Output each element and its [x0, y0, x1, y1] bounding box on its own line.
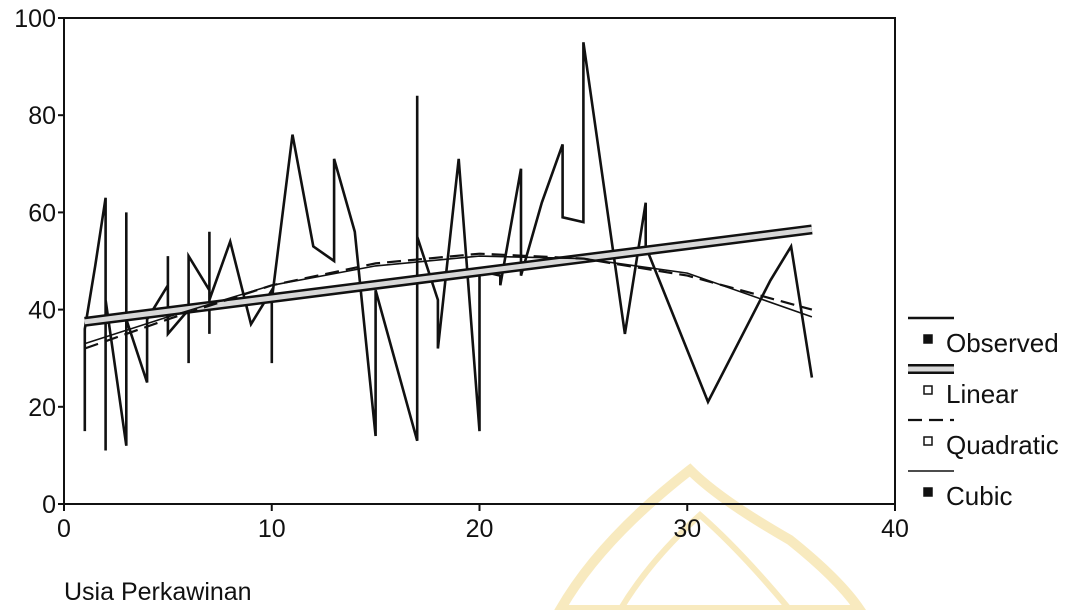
y-tick-label: 20	[28, 394, 56, 422]
legend-label-cubic: Cubic	[946, 481, 1012, 511]
y-tick-label: 60	[28, 199, 56, 227]
series-line-observed	[83, 42, 814, 451]
x-tick-label: 20	[466, 515, 494, 543]
series-line-quadratic	[84, 252, 813, 350]
axes: 0 10 20 30 40 0 20 40 60 80 100	[14, 5, 909, 543]
legend-label-observed: Observed	[946, 328, 1059, 358]
y-tick-label: 40	[28, 297, 56, 325]
y-tick-label: 0	[42, 491, 56, 519]
x-tick-label: 40	[881, 515, 909, 543]
y-tick-label: 80	[28, 102, 56, 130]
series-line-cubic	[84, 255, 813, 345]
legend-marker-quadratic	[923, 436, 933, 446]
x-tick-label: 10	[258, 515, 286, 543]
x-tick-label: 30	[673, 515, 701, 543]
legend-marker-cubic	[923, 487, 933, 497]
series-group	[83, 42, 814, 451]
watermark-emblem	[554, 463, 867, 610]
y-tick-label: 100	[14, 5, 56, 33]
legend-marker-linear	[923, 385, 933, 395]
legend-label-quadratic: Quadratic	[946, 430, 1059, 460]
legend-marker-observed	[923, 334, 933, 344]
x-tick-label: 0	[57, 515, 71, 543]
x-axis-title: Usia Perkawinan	[64, 578, 252, 606]
legend: Observed Linear Quadratic Cubic	[908, 316, 1059, 511]
legend-label-linear: Linear	[946, 379, 1019, 409]
